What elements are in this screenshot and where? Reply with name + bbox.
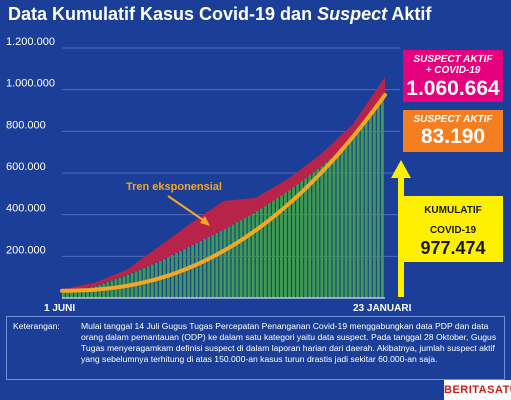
bar-kumulatif (280, 194, 283, 298)
bar-kumulatif (251, 212, 255, 298)
note-text: Mulai tanggal 14 Juli Gugus Tugas Percep… (81, 321, 497, 364)
bar-kumulatif (296, 183, 299, 298)
note-label: Keterangan: (13, 321, 60, 331)
bar-kumulatif (312, 171, 316, 298)
bar-kumulatif (263, 205, 267, 298)
bar-kumulatif (376, 100, 380, 299)
bar-kumulatif (211, 234, 215, 298)
brand-logo: BERITASATU (444, 380, 511, 400)
bar-kumulatif (223, 228, 227, 298)
up-arrow-shaft (398, 177, 404, 297)
bar-kumulatif (304, 177, 308, 298)
kumulatif-box: KUMULATIF COVID-19 977.474 (403, 196, 503, 262)
bar-kumulatif (288, 189, 291, 298)
y-tick-label: 400.000 (6, 203, 46, 215)
bar-kumulatif (187, 246, 190, 298)
kumulatif-label-2: COVID-19 (429, 225, 477, 236)
x-tick-end: 23 JANUARI (353, 303, 412, 314)
total-box: SUSPECT AKTIF + COVID-19 1.060.664 (403, 50, 503, 102)
bar-kumulatif (203, 238, 207, 298)
bar-kumulatif (86, 287, 90, 298)
annotation-arrow (167, 195, 207, 223)
bar-kumulatif (175, 252, 178, 298)
y-tick-label: 600.000 (6, 161, 46, 173)
bar-kumulatif (308, 174, 312, 298)
page-title: Data Kumulatif Kasus Covid-19 dan Suspec… (8, 4, 432, 24)
annotation-arrow-head-icon (200, 216, 210, 226)
y-tick-label: 1.200.000 (6, 36, 55, 48)
bar-kumulatif (74, 290, 77, 298)
bar-kumulatif (275, 197, 279, 298)
bar-kumulatif (199, 240, 203, 298)
bar-kumulatif (360, 122, 364, 298)
bar-kumulatif (219, 230, 223, 298)
trend-line (60, 92, 387, 293)
trend-annotation: Tren eksponensial (126, 181, 222, 193)
bar-kumulatif (356, 128, 360, 298)
bar-kumulatif (255, 210, 259, 298)
total-value: 1.060.664 (406, 77, 500, 100)
y-tick-label: 800.000 (6, 119, 46, 131)
bar-kumulatif (284, 192, 287, 298)
bar-kumulatif (195, 242, 199, 298)
bar-kumulatif (336, 150, 340, 298)
bar-kumulatif (183, 248, 186, 298)
bar-kumulatif (324, 160, 328, 298)
bar-kumulatif (267, 202, 271, 298)
up-arrow-head-icon (391, 160, 411, 178)
bar-kumulatif (94, 286, 98, 298)
bar-kumulatif (320, 164, 324, 298)
bar-kumulatif (90, 287, 94, 298)
bar-kumulatif (66, 291, 69, 298)
bar-kumulatif (364, 117, 368, 298)
bar-kumulatif (259, 207, 263, 298)
bar-kumulatif (352, 133, 356, 298)
bar-kumulatif (70, 290, 73, 298)
bar-kumulatif (332, 153, 336, 298)
bar-kumulatif (247, 215, 251, 298)
suspect-value: 83.190 (420, 125, 486, 148)
bar-kumulatif (368, 111, 372, 298)
total-label-2: + COVID-19 (425, 65, 481, 76)
bar-kumulatif (243, 217, 247, 298)
total-label-1: SUSPECT AKTIF (413, 54, 493, 65)
bar-kumulatif (235, 221, 239, 298)
suspect-label: SUSPECT AKTIF (413, 114, 493, 125)
suspect-box: SUSPECT AKTIF 83.190 (403, 110, 503, 152)
bar-kumulatif (78, 289, 81, 298)
bar-kumulatif (328, 157, 332, 298)
bar-kumulatif (340, 146, 344, 298)
bar-kumulatif (171, 254, 174, 298)
bar-kumulatif (191, 244, 195, 298)
y-tick-label: 1.000.000 (6, 78, 55, 90)
bar-kumulatif (271, 199, 275, 298)
bar-kumulatif (348, 139, 352, 298)
bar-kumulatif (98, 284, 102, 298)
bar-kumulatif (316, 168, 320, 298)
y-tick-label: 200.000 (6, 244, 46, 256)
x-tick-start: 1 JUNI (44, 303, 75, 314)
bar-kumulatif (292, 186, 295, 298)
bar-kumulatif (344, 143, 348, 298)
bar-kumulatif (179, 250, 182, 298)
bar-kumulatif (227, 226, 231, 298)
bar-kumulatif (207, 236, 211, 298)
note-box: Keterangan: Mulai tanggal 14 Juli Gugus … (6, 316, 505, 380)
bar-kumulatif (82, 288, 86, 298)
bar-kumulatif (380, 94, 384, 298)
bar-kumulatif (215, 232, 219, 298)
kumulatif-label-1: KUMULATIF (424, 205, 482, 216)
bar-kumulatif (62, 292, 65, 298)
bar-kumulatif (372, 105, 376, 299)
bar-kumulatif (231, 224, 235, 298)
kumulatif-value: 977.474 (420, 238, 486, 258)
bar-kumulatif (239, 219, 243, 298)
bar-kumulatif (300, 180, 304, 298)
